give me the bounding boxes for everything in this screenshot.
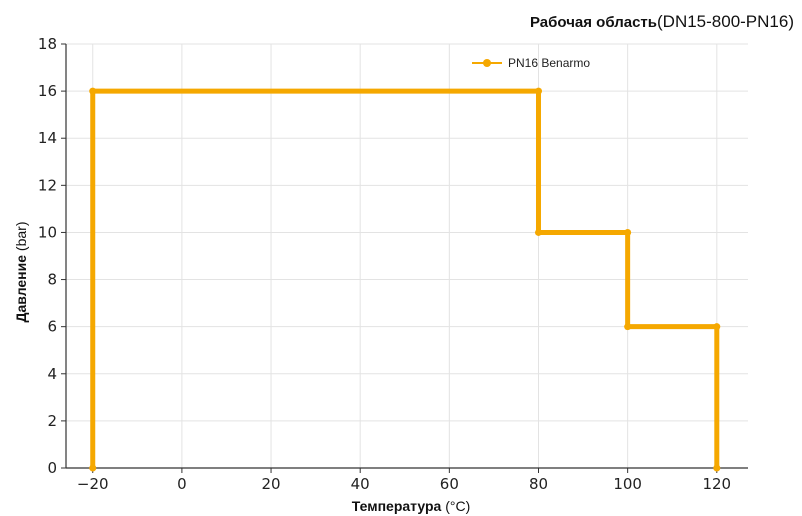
- x-tick-label: 60: [440, 475, 459, 493]
- y-axis-label: Давление (bar): [13, 222, 31, 323]
- x-tick-label: −20: [77, 475, 109, 493]
- data-point: [89, 87, 97, 95]
- x-axis-label-bold: Температура: [351, 498, 442, 514]
- y-tick-label: 16: [38, 82, 57, 100]
- x-axis-label: Температура (°C): [352, 498, 470, 516]
- chart-title-paren: (DN15-800-PN16): [657, 12, 794, 31]
- series-line: [90, 88, 720, 468]
- chart-title-bold: Рабочая область: [529, 14, 657, 31]
- y-axis-label-bold: Давление: [13, 254, 29, 323]
- legend-marker-icon: [483, 59, 491, 67]
- data-point: [89, 464, 97, 472]
- data-point: [534, 87, 542, 95]
- legend-swatch: [472, 58, 502, 68]
- legend: PN16 Benarmo: [472, 56, 590, 70]
- x-tick-label: 40: [351, 475, 370, 493]
- y-tick-label: 14: [38, 129, 57, 147]
- x-tick-label: 20: [261, 475, 280, 493]
- x-axis-label-unit: (°C): [441, 498, 471, 514]
- data-point: [713, 464, 721, 472]
- y-tick-label: 10: [38, 223, 57, 241]
- data-point: [713, 323, 721, 331]
- chart-title: Рабочая область(DN15-800-PN16): [530, 12, 794, 32]
- x-tick-label: 80: [529, 475, 548, 493]
- y-tick-label: 2: [47, 412, 57, 430]
- x-tick-label: 100: [613, 475, 642, 493]
- data-point: [534, 228, 542, 236]
- y-tick-label: 8: [47, 271, 57, 289]
- y-tick-label: 12: [38, 176, 57, 194]
- data-point: [624, 323, 632, 331]
- y-tick-label: 0: [47, 459, 57, 477]
- x-tick-label: 120: [702, 475, 731, 493]
- y-axis-label-unit: (bar): [13, 221, 29, 255]
- y-tick-label: 6: [47, 318, 57, 336]
- x-tick-label: 0: [177, 475, 187, 493]
- data-point: [624, 228, 632, 236]
- legend-label: PN16 Benarmo: [508, 56, 591, 70]
- y-tick-label: 4: [47, 365, 57, 383]
- y-tick-label: 18: [38, 35, 57, 53]
